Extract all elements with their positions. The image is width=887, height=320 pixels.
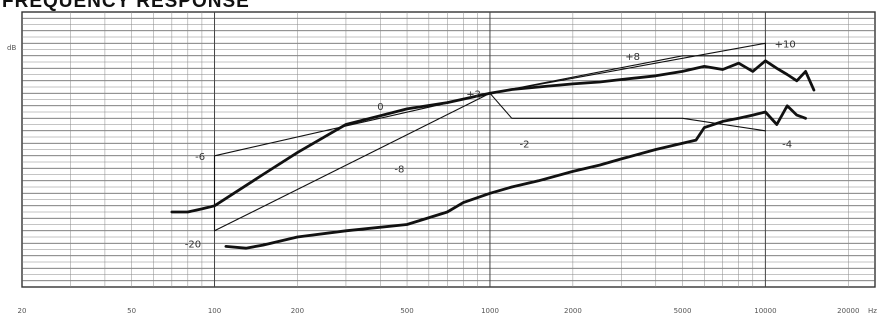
x-tick-label: 200	[291, 307, 304, 315]
annotation-label: -20	[185, 239, 201, 250]
x-tick-label: 500	[400, 307, 413, 315]
chart-title: FREQUENCY RESPONSE	[2, 0, 250, 12]
series-line-2	[224, 104, 807, 250]
x-tick-label: 5000	[674, 307, 692, 315]
series-line-1	[170, 59, 816, 214]
annotation-label: 0	[377, 102, 383, 113]
x-tick-label: 50	[127, 307, 136, 315]
annotation-label: +2	[466, 89, 481, 100]
series-line-5	[489, 92, 766, 132]
annotation-label: -6	[195, 152, 205, 163]
annotation-label: -8	[394, 164, 404, 175]
x-tick-label: 1000	[481, 307, 499, 315]
series-line-3	[213, 42, 766, 232]
y-axis-label: dB	[7, 44, 16, 52]
annotation-label: -4	[782, 139, 792, 150]
annotation-label: +10	[775, 39, 796, 50]
annotation-label: +8	[625, 52, 640, 63]
x-tick-label: 2000	[564, 307, 582, 315]
x-tick-label: 10000	[754, 307, 776, 315]
grid	[21, 11, 876, 288]
x-tick-labels: 20 50 100 200 500 1000 2000 5000 10000 20000 Hz	[18, 307, 878, 315]
x-axis-unit: Hz	[868, 307, 877, 315]
annotation-label: -2	[520, 139, 530, 150]
x-tick-label: 100	[208, 307, 221, 315]
plot-series	[170, 42, 816, 250]
annotations: +10 +8 +2 0 -2 -4 -6 -8 -20	[185, 39, 796, 250]
x-tick-label: 20000	[837, 307, 859, 315]
x-tick-label: 20	[18, 307, 27, 315]
